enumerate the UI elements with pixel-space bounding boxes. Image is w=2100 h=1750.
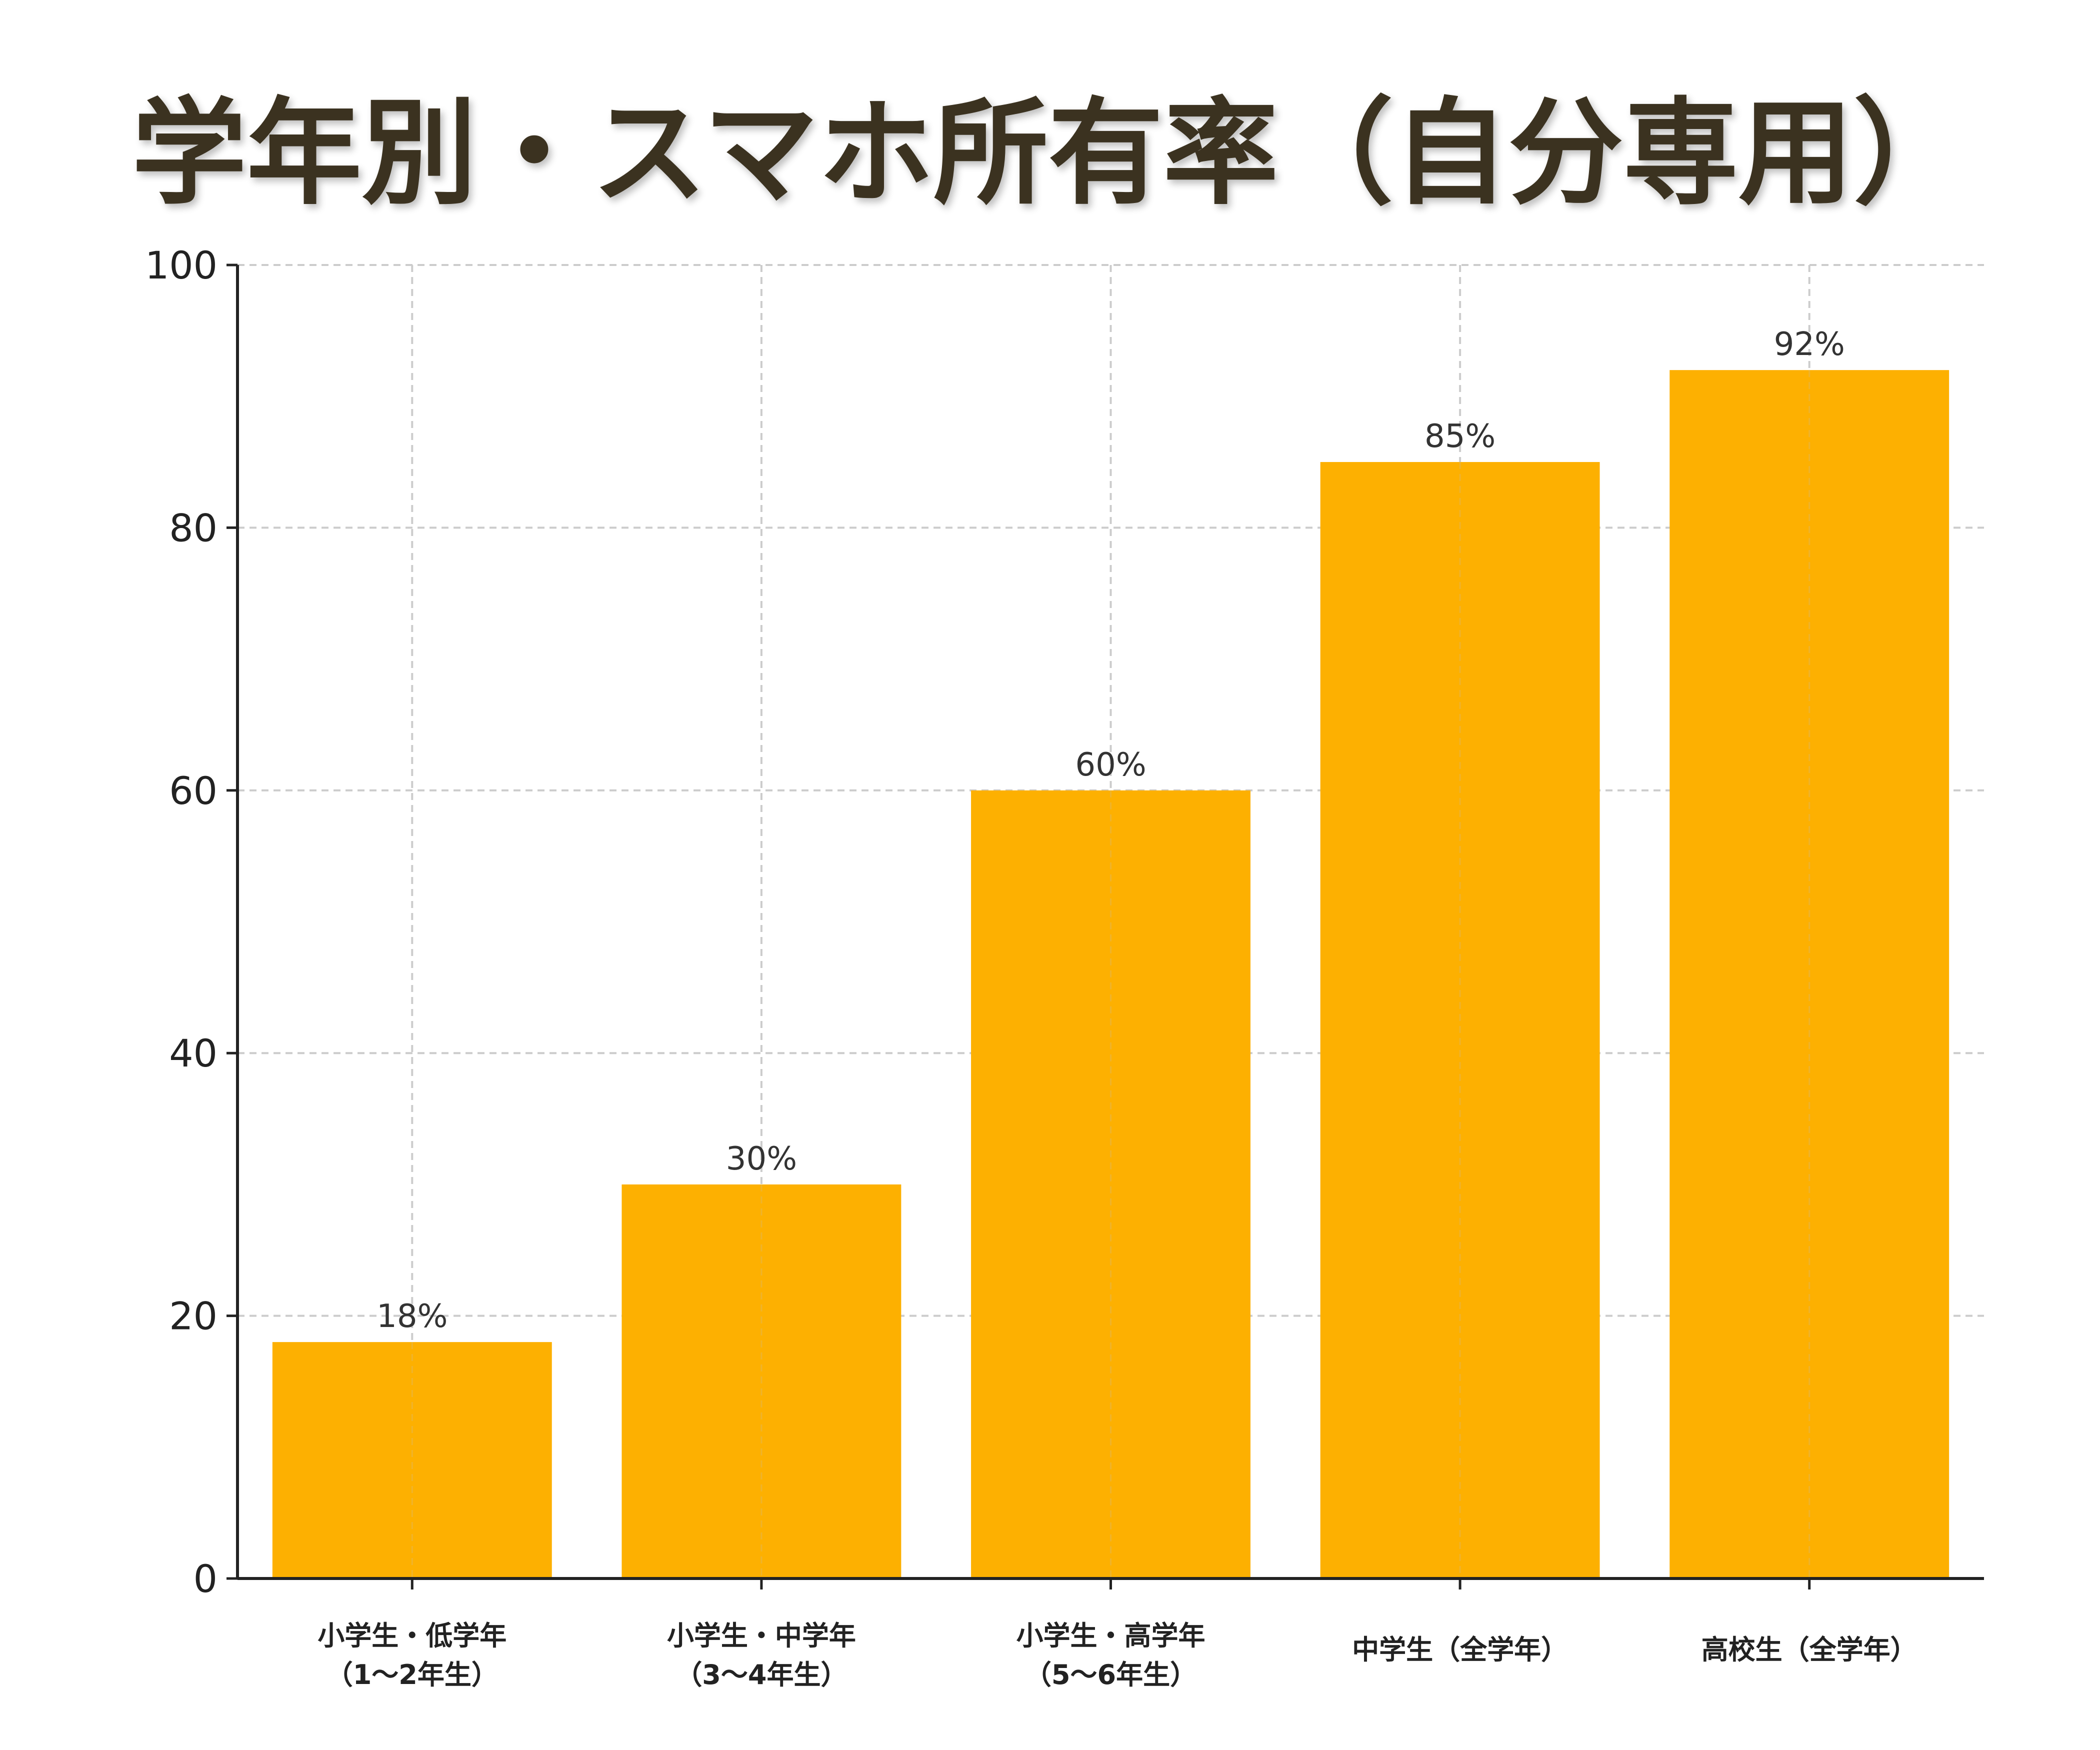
x-tick-label-4-0: 高校生（全学年） [1702,1634,1918,1666]
bar-2 [971,790,1250,1578]
y-tick-label-80: 80 [169,506,218,550]
y-tick-label-60: 60 [169,768,218,813]
bars [272,370,1950,1579]
labels: 0 20 40 60 80 100 18% 小学生・低学年 （1〜2年生） 30% 小学生・中学年 （… [145,243,1918,1690]
data-label-3: 85% [1424,418,1496,455]
y-tick-label-40: 40 [169,1031,218,1076]
x-tick-label-2-0: 小学生・高学年 [1016,1620,1206,1652]
chart-title: 学年別・スマホ所有率（自分専用） [132,87,1968,220]
y-tick-label-20: 20 [169,1294,218,1338]
data-label-2: 60% [1075,746,1146,784]
axes [226,264,1984,1590]
x-tick-label-0-1: （1〜2年生） [326,1659,498,1690]
bar-0 [272,1342,552,1578]
y-tick-label-0: 0 [194,1556,218,1601]
x-tick-label-0-0: 小学生・低学年 [318,1620,506,1652]
x-tick-label-1-0: 小学生・中学年 [667,1620,856,1652]
x-tick-label-3-0: 中学生（全学年） [1352,1634,1568,1666]
data-label-4: 92% [1774,326,1845,363]
data-label-1: 30% [726,1140,797,1178]
x-tick-label-2-1: （5〜6年生） [1024,1659,1197,1690]
data-label-0: 18% [376,1298,448,1335]
x-tick-label-1-1: （3〜4年生） [675,1659,848,1690]
y-tick-label-100: 100 [145,243,218,288]
